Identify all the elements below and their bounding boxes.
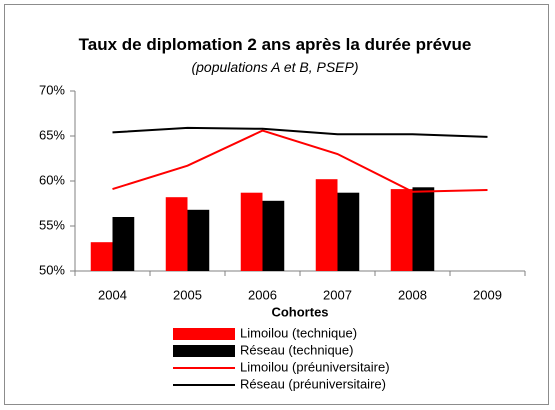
chart-frame <box>4 4 549 405</box>
bar <box>412 187 435 271</box>
y-tick-label: 65% <box>39 127 65 142</box>
x-tick-label: 2009 <box>473 287 502 302</box>
legend-label: Réseau (préuniversitaire) <box>240 376 386 391</box>
chart-title-block: Taux de diplomation 2 ans après la durée… <box>60 34 490 78</box>
x-tick-label: 2006 <box>248 287 277 302</box>
x-tick-label: 2008 <box>398 287 427 302</box>
x-axis-label: Cohortes <box>271 304 328 319</box>
bar <box>337 192 360 271</box>
x-tick-label: 2004 <box>98 287 127 302</box>
chart-title: Taux de diplomation 2 ans après la durée… <box>78 35 472 54</box>
legend-swatch <box>173 328 235 340</box>
legend-swatch <box>173 345 235 357</box>
bar <box>315 179 338 271</box>
line <box>112 129 488 193</box>
x-tick-label: 2007 <box>323 287 352 302</box>
legend-label: Limoilou (préuniversitaire) <box>240 359 390 374</box>
y-tick-label: 70% <box>39 82 65 97</box>
legend-label: Limoilou (technique) <box>240 325 357 340</box>
legend-label: Réseau (technique) <box>240 342 353 357</box>
bar <box>165 197 188 271</box>
x-tick-label: 2005 <box>173 287 202 302</box>
y-tick-label: 50% <box>39 262 65 277</box>
bar <box>390 189 413 271</box>
bar <box>187 209 210 271</box>
bar <box>90 242 113 271</box>
bar <box>112 217 135 271</box>
chart-subtitle: (populations A et B, PSEP) <box>191 59 359 75</box>
bar <box>240 192 263 271</box>
line <box>112 126 488 138</box>
bar <box>262 200 285 271</box>
y-tick-label: 55% <box>39 217 65 232</box>
y-tick-label: 60% <box>39 172 65 187</box>
